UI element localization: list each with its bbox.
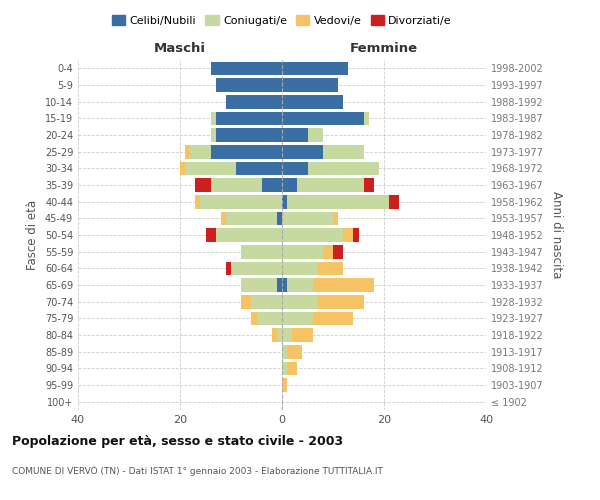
Bar — [292, 328, 313, 342]
Bar — [196, 178, 211, 192]
Bar — [353, 228, 359, 242]
Bar — [287, 278, 313, 292]
Bar — [226, 95, 282, 108]
Bar — [298, 178, 364, 192]
Bar — [196, 195, 200, 208]
Bar — [226, 212, 277, 225]
Bar — [287, 195, 389, 208]
Bar — [272, 328, 277, 342]
Bar — [277, 328, 282, 342]
Bar — [251, 295, 282, 308]
Bar — [282, 195, 287, 208]
Legend: Celibi/Nubili, Coniugati/e, Vedovi/e, Divorziati/e: Celibi/Nubili, Coniugati/e, Vedovi/e, Di… — [107, 10, 457, 30]
Bar — [282, 78, 338, 92]
Bar — [282, 145, 323, 158]
Bar — [282, 228, 343, 242]
Text: Popolazione per età, sesso e stato civile - 2003: Popolazione per età, sesso e stato civil… — [12, 435, 343, 448]
Bar — [211, 112, 216, 125]
Bar — [277, 212, 282, 225]
Bar — [277, 278, 282, 292]
Bar — [216, 228, 282, 242]
Bar — [216, 112, 282, 125]
Bar — [318, 295, 364, 308]
Bar — [236, 162, 282, 175]
Bar — [282, 128, 308, 142]
Bar — [262, 178, 282, 192]
Bar — [241, 278, 277, 292]
Bar — [185, 162, 236, 175]
Bar — [333, 212, 338, 225]
Bar — [282, 345, 287, 358]
Bar — [308, 128, 323, 142]
Bar — [257, 312, 282, 325]
Bar — [282, 312, 313, 325]
Bar — [389, 195, 400, 208]
Bar — [282, 328, 292, 342]
Bar — [241, 295, 251, 308]
Bar — [282, 278, 287, 292]
Bar — [282, 378, 287, 392]
Bar — [211, 145, 282, 158]
Bar — [323, 145, 364, 158]
Bar — [226, 262, 231, 275]
Bar — [282, 95, 343, 108]
Y-axis label: Fasce di età: Fasce di età — [26, 200, 39, 270]
Text: Femmine: Femmine — [350, 42, 418, 55]
Text: Maschi: Maschi — [154, 42, 206, 55]
Bar — [282, 62, 349, 75]
Bar — [287, 345, 302, 358]
Bar — [282, 212, 333, 225]
Bar — [333, 245, 343, 258]
Bar — [190, 145, 211, 158]
Bar — [251, 312, 257, 325]
Bar — [216, 128, 282, 142]
Bar — [282, 295, 318, 308]
Bar — [282, 262, 318, 275]
Bar — [282, 162, 308, 175]
Y-axis label: Anni di nascita: Anni di nascita — [550, 192, 563, 278]
Bar — [313, 278, 374, 292]
Bar — [185, 145, 190, 158]
Bar — [287, 362, 298, 375]
Bar — [282, 178, 298, 192]
Bar — [364, 178, 374, 192]
Bar — [282, 245, 323, 258]
Bar — [200, 195, 282, 208]
Bar — [231, 262, 282, 275]
Bar — [211, 178, 262, 192]
Bar — [323, 245, 333, 258]
Bar — [313, 312, 353, 325]
Bar — [241, 245, 282, 258]
Bar — [282, 362, 287, 375]
Bar — [180, 162, 185, 175]
Bar — [343, 228, 353, 242]
Bar — [221, 212, 226, 225]
Bar — [211, 62, 282, 75]
Bar — [211, 128, 216, 142]
Bar — [216, 78, 282, 92]
Bar — [364, 112, 369, 125]
Bar — [308, 162, 379, 175]
Bar — [318, 262, 343, 275]
Text: COMUNE DI VERVÒ (TN) - Dati ISTAT 1° gennaio 2003 - Elaborazione TUTTITALIA.IT: COMUNE DI VERVÒ (TN) - Dati ISTAT 1° gen… — [12, 465, 383, 475]
Bar — [206, 228, 216, 242]
Bar — [282, 112, 364, 125]
